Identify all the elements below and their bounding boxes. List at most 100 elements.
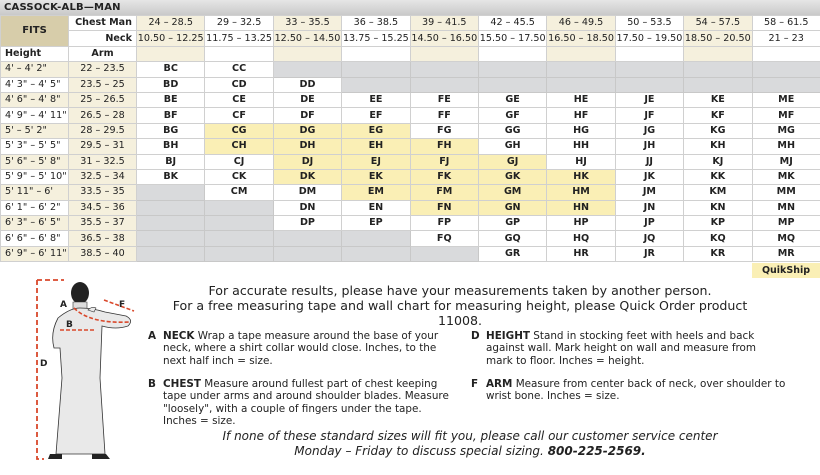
size-code: FN bbox=[409, 199, 479, 217]
size-code: BF bbox=[135, 107, 206, 124]
size-code: ME bbox=[751, 91, 820, 109]
size-code: FE bbox=[409, 91, 479, 109]
fits-label: FITS bbox=[0, 15, 69, 47]
instruction-chest: B CHEST Measure around fullest part of c… bbox=[148, 378, 453, 428]
table-row: 4' 6" – 4' 8" 25 – 26.5 BE CE DE EE FE GE HE JE KE… bbox=[0, 91, 820, 109]
instruction-height: D HEIGHT Stand in stocking feet with hee… bbox=[471, 330, 786, 367]
chart-title: CASSOCK-ALB—MAN bbox=[0, 0, 820, 15]
spacer-cell bbox=[409, 45, 479, 63]
neck-label: Neck bbox=[68, 30, 137, 47]
height-range: 6' 1" – 6' 2" bbox=[0, 199, 69, 217]
unavailable-cell bbox=[341, 76, 411, 93]
instruction-arm: F ARM Measure from center back of neck, … bbox=[471, 378, 786, 403]
size-code: JK bbox=[614, 168, 685, 186]
unavailable-cell bbox=[135, 245, 206, 263]
size-code: HR bbox=[546, 245, 616, 263]
table-row: 4' – 4' 2" 22 – 23.5 BC CC bbox=[0, 61, 820, 78]
unavailable-cell bbox=[683, 76, 753, 93]
neck-size: 11.75 – 13.25 bbox=[204, 30, 274, 47]
size-code: HJ bbox=[546, 153, 616, 170]
unavailable-cell bbox=[546, 76, 616, 93]
arm-range: 28 – 29.5 bbox=[68, 122, 137, 140]
size-code: BK bbox=[135, 168, 206, 186]
table-row: 5' 9" – 5' 10" 32.5 – 34 BK CK DK EK FK GK HK JK K… bbox=[0, 168, 820, 186]
table-row: 5' – 5' 2" 28 – 29.5 BG CG DG EG FG GG HG JG KG MG bbox=[0, 122, 820, 140]
instruction-text: Stand in stocking feet with heels and ba… bbox=[486, 330, 757, 367]
size-code: EP bbox=[341, 215, 411, 232]
size-code: HE bbox=[546, 91, 616, 109]
size-code: DN bbox=[272, 199, 343, 217]
size-code: GJ bbox=[477, 153, 548, 170]
size-code: GQ bbox=[477, 230, 548, 247]
arm-range: 26.5 – 28 bbox=[68, 107, 137, 124]
size-code: FQ bbox=[409, 230, 479, 247]
size-code: DF bbox=[272, 107, 343, 124]
chest-row: FITS Chest Man 24 – 28.5 29 – 32.5 33 – 35.5… bbox=[0, 14, 820, 47]
size-code: MM bbox=[751, 184, 820, 201]
neck-size: 12.50 – 14.50 bbox=[272, 30, 343, 47]
height-range: 5' 11" – 6' bbox=[0, 184, 69, 201]
arm-label: Arm bbox=[68, 45, 137, 63]
instruction-letter: D bbox=[471, 330, 480, 342]
size-code: GP bbox=[477, 215, 548, 232]
unavailable-cell bbox=[204, 215, 274, 232]
chest-size: 50 – 53.5 bbox=[614, 14, 685, 32]
size-code: CM bbox=[204, 184, 274, 201]
table-row: 5' 3" – 5' 5" 29.5 – 31 BH CH DH EH FH GH HH JH KH… bbox=[0, 138, 820, 155]
size-code: FK bbox=[409, 168, 479, 186]
chest-size: 46 – 49.5 bbox=[546, 14, 616, 32]
size-code: KQ bbox=[683, 230, 753, 247]
size-code: CD bbox=[204, 76, 274, 93]
size-code: EE bbox=[341, 91, 411, 109]
size-code: KE bbox=[683, 91, 753, 109]
figure-label-b: B bbox=[66, 320, 73, 330]
size-code: CC bbox=[204, 61, 274, 78]
intro-line-2: For a free measuring tape and wall chart… bbox=[172, 298, 748, 328]
unavailable-cell bbox=[272, 61, 343, 78]
size-code: HH bbox=[546, 138, 616, 155]
size-code: MR bbox=[751, 245, 820, 263]
size-code: MQ bbox=[751, 230, 820, 247]
size-code: EM bbox=[341, 184, 411, 201]
size-code: CG bbox=[204, 122, 274, 140]
chest-size: 24 – 28.5 bbox=[135, 14, 206, 32]
unavailable-cell bbox=[204, 230, 274, 247]
size-code: JP bbox=[614, 215, 685, 232]
height-range: 5' 6" – 5' 8" bbox=[0, 153, 69, 170]
height-range: 5' 9" – 5' 10" bbox=[0, 168, 69, 186]
neck-size: 13.75 – 15.25 bbox=[341, 30, 411, 47]
chest-size: 42 – 45.5 bbox=[477, 14, 548, 32]
size-code: CF bbox=[204, 107, 274, 124]
footer-line-1: If none of these standard sizes will fit… bbox=[222, 429, 718, 443]
unavailable-cell bbox=[409, 245, 479, 263]
unavailable-cell bbox=[614, 76, 685, 93]
spacer-cell bbox=[272, 45, 343, 63]
height-range: 6' 3" – 6' 5" bbox=[0, 215, 69, 232]
arm-range: 38.5 – 40 bbox=[68, 245, 137, 263]
measuring-figure: A B D F bbox=[30, 278, 140, 472]
size-code: KP bbox=[683, 215, 753, 232]
neck-size: 10.50 – 12.25 bbox=[135, 30, 206, 47]
unavailable-cell bbox=[614, 61, 685, 78]
spacer-cell bbox=[683, 45, 753, 63]
size-code: FF bbox=[409, 107, 479, 124]
footer-line-2: Monday – Friday to discuss special sizin… bbox=[150, 444, 790, 458]
size-code: EH bbox=[341, 138, 411, 155]
size-code: FP bbox=[409, 215, 479, 232]
neck-size: 18.50 – 20.50 bbox=[683, 30, 753, 47]
arm-range: 22 – 23.5 bbox=[68, 61, 137, 78]
footer-text: Monday – Friday to discuss special sizin… bbox=[294, 444, 548, 458]
height-range: 4' 9" – 4' 11" bbox=[0, 107, 69, 124]
size-code: GM bbox=[477, 184, 548, 201]
size-code: KJ bbox=[683, 153, 753, 170]
neck-row: Neck 10.50 – 12.25 11.75 – 13.25 12.50 – 14… bbox=[1, 30, 820, 47]
spacer-cell bbox=[477, 45, 548, 63]
table-row: 4' 3" – 4' 5" 23.5 – 25 BD CD DD bbox=[0, 76, 820, 93]
size-code: GK bbox=[477, 168, 548, 186]
size-code: EF bbox=[341, 107, 411, 124]
instruction-text: Wrap a tape measure around the base of y… bbox=[163, 330, 439, 367]
spacer-cell bbox=[341, 45, 411, 63]
unavailable-cell bbox=[477, 61, 548, 78]
size-code: JM bbox=[614, 184, 685, 201]
unavailable-cell bbox=[341, 61, 411, 78]
